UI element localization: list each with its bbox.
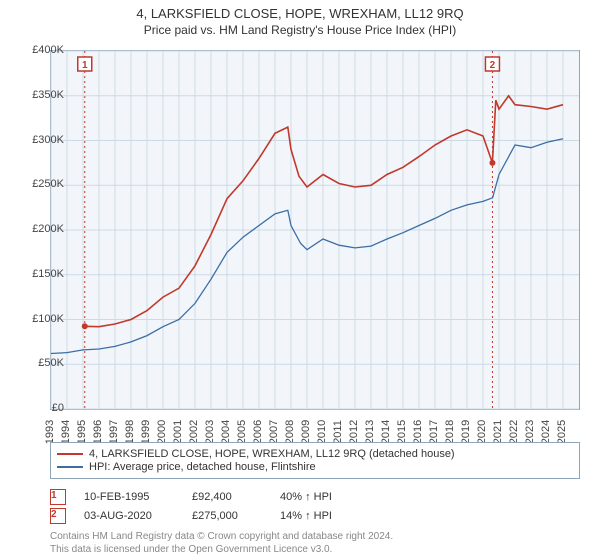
attribution: Contains HM Land Registry data © Crown c… bbox=[50, 531, 393, 556]
y-tick-label: £250K bbox=[32, 178, 64, 190]
x-tick-label: 1995 bbox=[76, 420, 88, 444]
y-tick-label: £300K bbox=[32, 134, 64, 146]
sales-table: 1 10-FEB-1995 £92,400 40% ↑ HPI 2 03-AUG-2020… bbox=[50, 486, 370, 527]
x-tick-label: 2024 bbox=[540, 420, 552, 444]
x-tick-label: 2005 bbox=[236, 420, 248, 444]
y-tick-label: £200K bbox=[32, 223, 64, 235]
x-tick-label: 2000 bbox=[156, 420, 168, 444]
chart-frame: 4, LARKSFIELD CLOSE, HOPE, WREXHAM, LL12… bbox=[0, 0, 600, 560]
plot-area: 12 bbox=[50, 50, 580, 410]
legend-item: HPI: Average price, detached house, Flin… bbox=[57, 461, 573, 473]
legend-label: 4, LARKSFIELD CLOSE, HOPE, WREXHAM, LL12… bbox=[89, 448, 455, 460]
sale-price: £275,000 bbox=[192, 510, 262, 522]
x-tick-label: 2021 bbox=[492, 420, 504, 444]
x-tick-label: 2025 bbox=[556, 420, 568, 444]
plot-svg: 12 bbox=[51, 51, 579, 409]
x-tick-label: 2008 bbox=[284, 420, 296, 444]
x-tick-label: 1998 bbox=[124, 420, 136, 444]
x-tick-label: 2023 bbox=[524, 420, 536, 444]
footer-line-2: This data is licensed under the Open Gov… bbox=[50, 544, 393, 557]
x-tick-label: 2013 bbox=[364, 420, 376, 444]
x-tick-label: 2018 bbox=[444, 420, 456, 444]
x-tick-label: 1993 bbox=[44, 420, 56, 444]
y-tick-label: £100K bbox=[32, 313, 64, 325]
legend-swatch bbox=[57, 453, 83, 455]
x-tick-label: 2007 bbox=[268, 420, 280, 444]
y-tick-label: £50K bbox=[38, 357, 64, 369]
x-tick-label: 2011 bbox=[332, 420, 344, 444]
x-tick-label: 1997 bbox=[108, 420, 120, 444]
x-tick-label: 2015 bbox=[396, 420, 408, 444]
x-tick-label: 2017 bbox=[428, 420, 440, 444]
legend-label: HPI: Average price, detached house, Flin… bbox=[89, 461, 316, 473]
sale-date: 03-AUG-2020 bbox=[84, 510, 174, 522]
sale-row: 1 10-FEB-1995 £92,400 40% ↑ HPI bbox=[50, 489, 370, 505]
sale-vs-hpi: 14% ↑ HPI bbox=[280, 510, 370, 522]
y-tick-label: £350K bbox=[32, 89, 64, 101]
title-sub: Price paid vs. HM Land Registry's House … bbox=[0, 23, 600, 37]
sale-vs-hpi: 40% ↑ HPI bbox=[280, 491, 370, 503]
x-tick-label: 2004 bbox=[220, 420, 232, 444]
x-tick-label: 2003 bbox=[204, 420, 216, 444]
x-tick-label: 2009 bbox=[300, 420, 312, 444]
x-tick-label: 1996 bbox=[92, 420, 104, 444]
legend-item: 4, LARKSFIELD CLOSE, HOPE, WREXHAM, LL12… bbox=[57, 448, 573, 460]
x-tick-label: 2022 bbox=[508, 420, 520, 444]
titles: 4, LARKSFIELD CLOSE, HOPE, WREXHAM, LL12… bbox=[0, 0, 600, 37]
svg-text:1: 1 bbox=[82, 60, 88, 71]
sale-marker: 1 bbox=[50, 489, 66, 505]
x-tick-label: 2016 bbox=[412, 420, 424, 444]
x-tick-label: 1999 bbox=[140, 420, 152, 444]
sale-row: 2 03-AUG-2020 £275,000 14% ↑ HPI bbox=[50, 508, 370, 524]
title-address: 4, LARKSFIELD CLOSE, HOPE, WREXHAM, LL12… bbox=[0, 6, 600, 21]
sale-price: £92,400 bbox=[192, 491, 262, 503]
x-tick-label: 1994 bbox=[60, 420, 72, 444]
sale-marker: 2 bbox=[50, 508, 66, 524]
y-tick-label: £400K bbox=[32, 44, 64, 56]
x-tick-label: 2019 bbox=[460, 420, 472, 444]
y-tick-label: £150K bbox=[32, 268, 64, 280]
x-tick-label: 2020 bbox=[476, 420, 488, 444]
y-tick-label: £0 bbox=[52, 402, 64, 414]
legend-swatch bbox=[57, 466, 83, 468]
legend: 4, LARKSFIELD CLOSE, HOPE, WREXHAM, LL12… bbox=[50, 442, 580, 479]
x-tick-label: 2002 bbox=[188, 420, 200, 444]
x-tick-label: 2010 bbox=[316, 420, 328, 444]
x-tick-label: 2001 bbox=[172, 420, 184, 444]
x-tick-label: 2014 bbox=[380, 420, 392, 444]
x-tick-label: 2012 bbox=[348, 420, 360, 444]
sale-date: 10-FEB-1995 bbox=[84, 491, 174, 503]
footer-line-1: Contains HM Land Registry data © Crown c… bbox=[50, 531, 393, 544]
x-tick-label: 2006 bbox=[252, 420, 264, 444]
svg-text:2: 2 bbox=[490, 60, 496, 71]
